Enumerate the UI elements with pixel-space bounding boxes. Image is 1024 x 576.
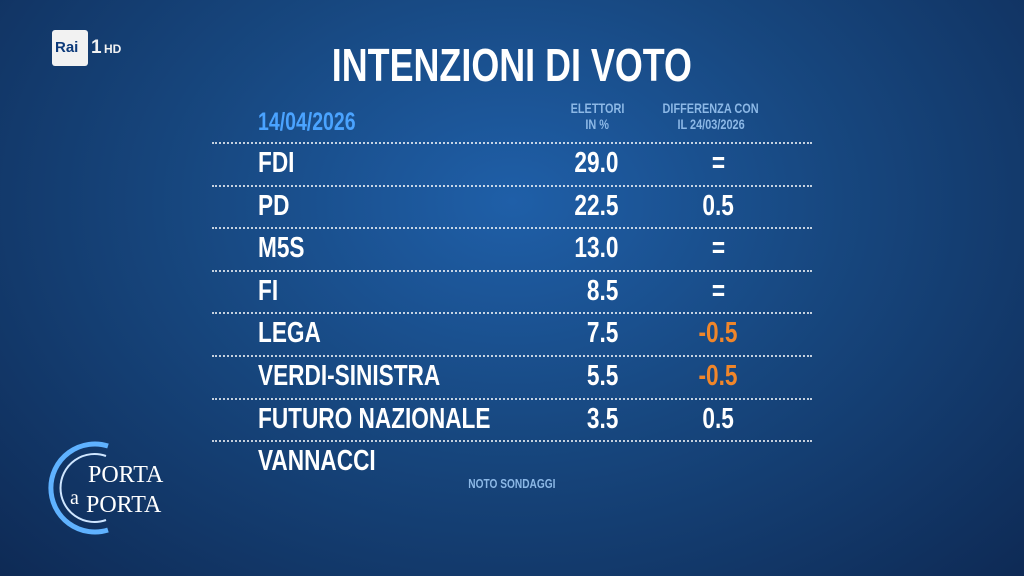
- party-cell: FUTURO NAZIONALE VANNACCI: [258, 398, 578, 482]
- value-cell: 22.5: [518, 185, 618, 227]
- party-cell: VERDI-SINISTRA: [258, 355, 578, 397]
- value: 5.5: [586, 360, 618, 392]
- value-header: ELETTORI IN %: [547, 100, 647, 132]
- logo-brand: Rai: [55, 39, 79, 56]
- row-separator: [212, 184, 812, 187]
- difference-header: DIFFERENZA CON IL 24/03/2026: [641, 100, 781, 132]
- party: LEGA: [258, 317, 321, 350]
- logo-box: Rai: [52, 30, 88, 66]
- value: 3.5: [586, 402, 618, 435]
- value: 13.0: [573, 232, 618, 265]
- show-word: PORTA: [86, 492, 162, 518]
- row-separator: [212, 397, 812, 400]
- show-word: PORTA: [88, 462, 164, 488]
- logo-quality: HD: [104, 42, 122, 56]
- party-cell: FI: [258, 270, 578, 312]
- difference-cell: 0.5: [668, 185, 768, 227]
- difference-cell: -0.5: [668, 312, 768, 354]
- difference: -0.5: [698, 317, 738, 350]
- value: 8.5: [586, 274, 618, 307]
- difference-cell: 0.5: [668, 398, 768, 440]
- logo-arc: [59, 453, 107, 523]
- logo-channel: 1: [91, 37, 102, 58]
- difference: 0.5: [702, 189, 734, 222]
- value-cell: 29.0: [518, 142, 618, 184]
- party: PD: [258, 189, 290, 222]
- difference-cell: =: [668, 142, 768, 184]
- value: 7.5: [586, 317, 618, 350]
- value-cell: 13.0: [518, 227, 618, 269]
- date: 14/04/2026: [258, 108, 356, 136]
- difference-cell: =: [668, 227, 768, 269]
- source-wrap: NOTO SONDAGGI: [412, 476, 612, 491]
- difference-cell: -0.5: [668, 355, 768, 397]
- title-wrap: INTENZIONI DI VOTO: [0, 38, 1024, 92]
- difference: 0.5: [702, 402, 734, 435]
- row-separator: [212, 440, 812, 443]
- difference-cell: =: [668, 270, 768, 312]
- row-separator: [212, 227, 812, 230]
- value-cell: 5.5: [518, 355, 618, 397]
- value: 29.0: [573, 147, 618, 179]
- value: 22.5: [573, 189, 618, 222]
- row-separator: [212, 269, 812, 272]
- party: VERDI-SINISTRA: [258, 360, 441, 392]
- difference: =: [711, 147, 725, 179]
- party: FUTURO NAZIONALE VANNACCI: [258, 402, 491, 477]
- show-word: a: [70, 487, 79, 509]
- difference: -0.5: [698, 360, 738, 392]
- value-cell: 8.5: [518, 270, 618, 312]
- party-cell: FDI: [258, 142, 578, 184]
- party-cell: LEGA: [258, 312, 578, 354]
- header-line: ELETTORI: [570, 100, 624, 116]
- party: FDI: [258, 147, 295, 179]
- header-line: IN %: [585, 116, 609, 132]
- show-logo: PORTA a PORTA: [48, 441, 164, 535]
- source: NOTO SONDAGGI: [468, 476, 556, 491]
- title: INTENZIONI DI VOTO: [331, 39, 693, 91]
- row-separator: [212, 142, 812, 144]
- logo-arc: [48, 441, 109, 535]
- row-separator: [212, 355, 812, 357]
- header-line: DIFFERENZA CON: [662, 100, 760, 116]
- party: FI: [258, 274, 279, 307]
- party-cell: M5S: [258, 227, 578, 269]
- header-line: IL 24/03/2026: [677, 116, 745, 132]
- value-cell: 7.5: [518, 312, 618, 354]
- party-cell: PD: [258, 185, 578, 227]
- value-cell: 3.5: [518, 398, 618, 440]
- difference: =: [711, 232, 725, 265]
- row-separator: [212, 312, 812, 315]
- difference: =: [711, 274, 725, 307]
- date-wrap: 14/04/2026: [258, 108, 383, 137]
- party: M5S: [258, 232, 305, 265]
